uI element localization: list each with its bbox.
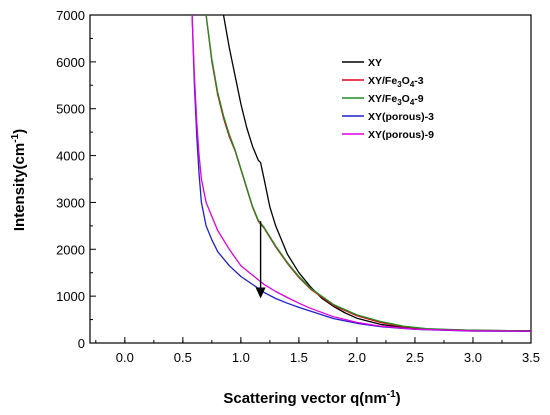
y-axis: 0 1000 2000 3000 4000 5000 6000 7000 bbox=[56, 8, 96, 351]
x-axis: 0.0 0.5 1.0 1.5 2.0 2.5 3.0 3.5 bbox=[95, 337, 540, 365]
x-axis-title-main: Scattering vector q bbox=[223, 390, 359, 407]
y-axis-title-sup: -1 bbox=[10, 133, 21, 142]
y-tick-label: 5000 bbox=[56, 102, 85, 117]
y-tick-label: 4000 bbox=[56, 149, 85, 164]
x-tick-label: 1.5 bbox=[290, 350, 308, 365]
y-axis-title-main: Intensity bbox=[11, 169, 28, 231]
x-tick-label: 0.0 bbox=[116, 350, 134, 365]
x-tick-label: 2.5 bbox=[406, 350, 424, 365]
x-axis-title-close: ) bbox=[396, 390, 401, 407]
y-tick-label: 3000 bbox=[56, 195, 85, 210]
x-tick-label: 1.0 bbox=[232, 350, 250, 365]
legend-label: XY(porous)-9 bbox=[368, 129, 434, 141]
legend-label: XY bbox=[368, 57, 382, 69]
y-tick-label: 6000 bbox=[56, 55, 85, 70]
legend-label: XY/Fe3O4-9 bbox=[368, 93, 424, 107]
x-tick-label: 2.0 bbox=[348, 350, 366, 365]
y-axis-title: Intensity(cm-1) bbox=[10, 129, 28, 231]
legend: XY XY/Fe3O4-3 XY/Fe3O4-9 XY(porous)-3 XY(por… bbox=[342, 57, 434, 141]
y-tick-label: 0 bbox=[78, 336, 85, 351]
x-tick-label: 3.5 bbox=[522, 350, 540, 365]
x-tick-label: 0.5 bbox=[174, 350, 192, 365]
series-line bbox=[222, 14, 532, 332]
y-axis-title-close: ) bbox=[11, 129, 28, 134]
x-axis-title-sup: -1 bbox=[387, 389, 396, 400]
y-tick-label: 7000 bbox=[56, 8, 85, 23]
x-axis-title: Scattering vector q(nm-1) bbox=[223, 389, 400, 407]
legend-label: XY/Fe3O4-3 bbox=[368, 75, 424, 89]
y-tick-label: 2000 bbox=[56, 242, 85, 257]
legend-label: XY(porous)-3 bbox=[368, 111, 434, 123]
y-axis-title-unit: (cm bbox=[11, 143, 28, 170]
series-line bbox=[205, 14, 532, 332]
annotation-layer bbox=[255, 221, 266, 299]
y-tick-label: 1000 bbox=[56, 289, 85, 304]
plot-frame bbox=[89, 14, 532, 344]
x-tick-label: 3.0 bbox=[464, 350, 482, 365]
x-axis-title-unit: (nm bbox=[359, 390, 387, 407]
series-line bbox=[191, 14, 532, 332]
annotation-arrow-head bbox=[255, 287, 266, 299]
